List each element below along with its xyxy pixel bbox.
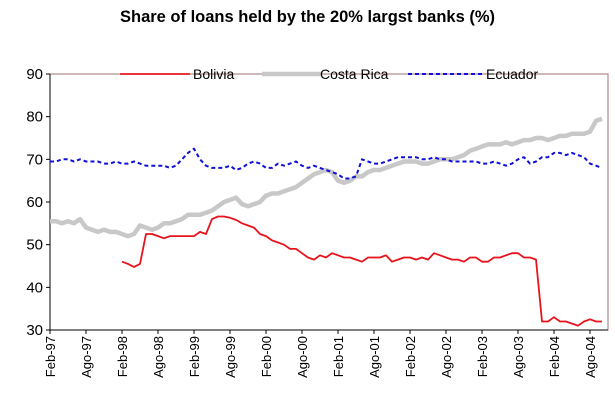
- y-tick-label: 80: [26, 109, 43, 126]
- legend-label-bolivia: Bolivia: [193, 66, 234, 82]
- x-tick-label: Ago-02: [439, 336, 454, 378]
- chart-title: Share of loans held by the 20% largst ba…: [119, 8, 495, 26]
- series-line-ecuador: [50, 147, 603, 180]
- y-tick-label: 60: [26, 194, 43, 211]
- y-tick-label: 90: [26, 66, 43, 83]
- x-tick-label: Ago-99: [223, 336, 238, 378]
- x-tick-label: Feb-02: [403, 336, 418, 377]
- x-tick-label: Feb-04: [547, 336, 562, 377]
- series-line-bolivia: [121, 215, 602, 327]
- legend-label-ecuador: Ecuador: [486, 66, 538, 82]
- y-tick-label: 30: [26, 322, 43, 339]
- x-tick-label: Feb-03: [475, 336, 490, 377]
- x-tick-label: Feb-01: [331, 336, 346, 377]
- y-tick-label: 50: [26, 237, 43, 254]
- x-tick-label: Feb-98: [115, 336, 130, 377]
- plot-area: [49, 73, 609, 331]
- x-tick-label: Feb-99: [187, 336, 202, 377]
- x-tick-label: Ago-97: [79, 336, 94, 378]
- x-tick-label: Ago-04: [583, 336, 598, 378]
- x-tick-label: Ago-00: [295, 336, 310, 378]
- series-line-costa-rica: [50, 116, 603, 239]
- x-tick-label: Ago-03: [511, 336, 526, 378]
- y-tick-label: 70: [26, 151, 43, 168]
- x-tick-label: Ago-01: [367, 336, 382, 378]
- x-tick-label: Feb-97: [43, 336, 58, 377]
- y-tick-label: 40: [26, 279, 43, 296]
- x-tick-label: Ago-98: [151, 336, 166, 378]
- legend-label-costa-rica: Costa Rica: [320, 66, 389, 82]
- x-tick-label: Feb-00: [259, 336, 274, 377]
